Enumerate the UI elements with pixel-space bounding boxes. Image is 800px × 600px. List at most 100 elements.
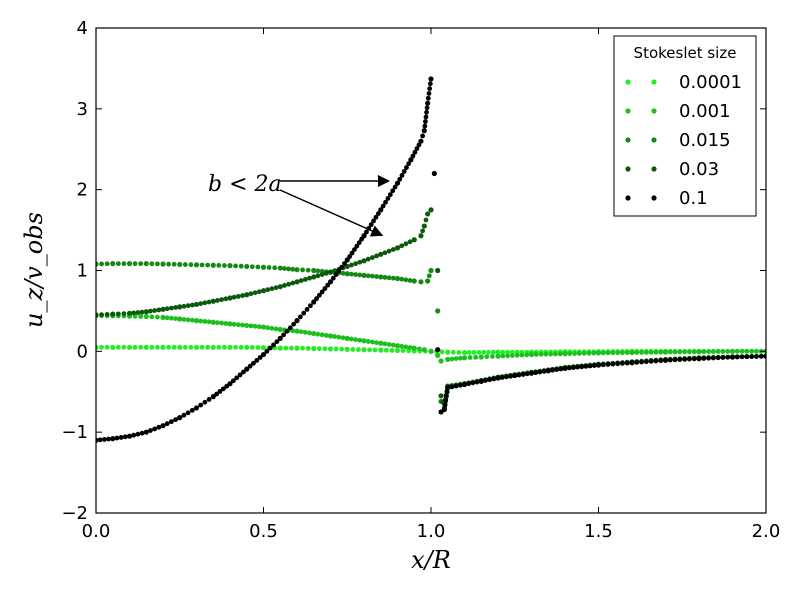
data-point <box>490 349 496 355</box>
data-point <box>418 138 424 144</box>
data-point <box>349 262 354 268</box>
data-point <box>185 410 191 416</box>
data-point <box>453 356 459 362</box>
data-point <box>188 262 194 268</box>
data-point <box>138 261 144 267</box>
data-point <box>394 245 401 251</box>
data-point <box>143 313 149 320</box>
data-point <box>171 261 177 267</box>
data-point <box>682 356 688 362</box>
data-point <box>206 397 212 402</box>
data-point <box>149 344 155 350</box>
data-point <box>315 268 321 274</box>
data-point <box>252 290 258 296</box>
legend: Stokeslet size 0.0001 0.001 0.015 0.03 0.1 <box>613 35 757 217</box>
data-point <box>425 100 431 106</box>
data-point <box>99 312 104 318</box>
data-point <box>706 355 711 361</box>
data-point <box>277 284 283 290</box>
data-point <box>486 349 491 355</box>
data-point <box>244 263 250 270</box>
series-0.001 <box>96 313 766 364</box>
data-point <box>115 261 121 267</box>
data-point <box>277 265 283 271</box>
data-point <box>290 266 296 272</box>
data-point <box>445 349 451 355</box>
data-point <box>210 298 216 304</box>
data-point <box>96 261 99 267</box>
data-point <box>400 348 406 354</box>
data-point <box>256 289 262 295</box>
legend-label: 0.03 <box>679 159 719 180</box>
data-point <box>369 339 375 345</box>
data-point <box>101 437 107 442</box>
data-point <box>431 170 437 177</box>
data-point <box>121 344 127 350</box>
data-point <box>314 296 319 302</box>
data-point <box>421 223 427 229</box>
data-point <box>227 344 233 350</box>
data-point <box>247 363 253 369</box>
data-point <box>495 375 501 381</box>
data-point <box>643 349 649 355</box>
data-point <box>215 298 220 303</box>
data-point <box>696 356 702 362</box>
data-point <box>210 319 216 325</box>
data-point <box>189 317 195 323</box>
data-point <box>495 349 501 355</box>
x-tick-label: 0.0 <box>82 521 111 542</box>
x-tick-label: 1.0 <box>417 521 446 542</box>
data-point <box>230 378 236 384</box>
data-point <box>390 247 396 252</box>
data-point <box>605 350 611 356</box>
data-point <box>143 261 149 267</box>
data-point <box>302 329 308 335</box>
data-point <box>648 358 654 364</box>
data-point <box>202 300 208 306</box>
data-point <box>538 351 544 357</box>
data-point <box>126 310 133 316</box>
data-point <box>182 344 188 350</box>
data-point <box>273 326 279 332</box>
data-point <box>763 353 766 359</box>
data-point <box>367 347 372 353</box>
data-point <box>347 254 353 259</box>
data-point <box>435 347 441 353</box>
data-point <box>96 344 99 350</box>
data-point <box>193 318 200 324</box>
data-point <box>363 229 369 235</box>
data-point <box>284 328 290 334</box>
data-point <box>260 351 267 358</box>
y-tick-label: 2 <box>77 180 88 201</box>
data-point <box>558 366 564 372</box>
data-point <box>386 275 392 281</box>
data-point <box>248 291 254 297</box>
data-point <box>227 381 233 387</box>
data-point <box>503 374 509 380</box>
data-point <box>734 348 740 354</box>
data-point <box>182 262 188 267</box>
data-point <box>206 299 212 305</box>
data-point <box>490 354 495 359</box>
data-point <box>240 322 245 328</box>
data-point <box>386 342 392 347</box>
data-point <box>143 344 149 350</box>
data-point <box>421 347 427 353</box>
data-point <box>392 184 398 190</box>
data-point <box>667 357 673 363</box>
data-point <box>390 188 396 194</box>
data-point <box>620 360 625 366</box>
data-point <box>457 355 463 361</box>
legend-label: 0.015 <box>679 130 731 151</box>
data-point <box>198 318 204 324</box>
data-point <box>233 263 238 269</box>
data-point <box>342 261 347 267</box>
data-point <box>350 347 356 352</box>
data-point <box>545 368 551 374</box>
data-point <box>411 278 417 284</box>
data-point <box>365 339 371 344</box>
data-point <box>412 149 418 155</box>
data-point <box>524 352 530 358</box>
data-point <box>634 350 640 355</box>
data-point <box>126 261 133 267</box>
